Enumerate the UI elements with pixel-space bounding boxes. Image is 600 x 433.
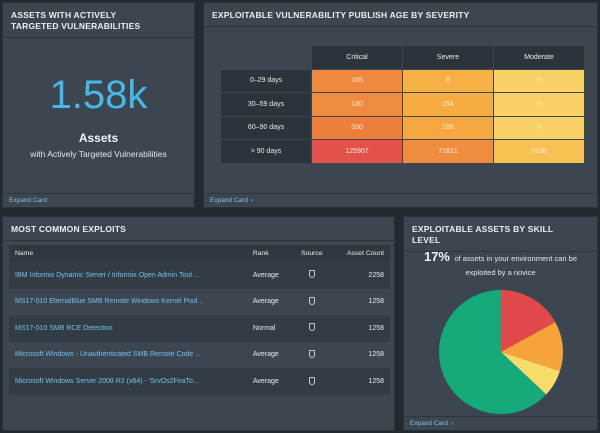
- flask-icon: [308, 349, 315, 358]
- pie-slice-novice[interactable]: [501, 290, 556, 352]
- assets-count: 1.58k: [49, 73, 148, 117]
- exploit-name-link[interactable]: IBM Informix Dynamic Server / Informix O…: [9, 261, 247, 289]
- expand-card-label: Expand Card: [9, 197, 47, 204]
- heatmap-col-severe: Severe: [403, 46, 493, 69]
- exploits-table: Name Rank Source Asset Count IBM Informi…: [9, 245, 390, 395]
- heatmap-cell[interactable]: 154: [403, 93, 493, 116]
- card-title-line1: EXPLOITABLE ASSETS BY SKILL: [412, 224, 554, 234]
- exploit-asset-count: 1258: [331, 367, 390, 395]
- exploit-name-link[interactable]: MS17-010 EternalBlue SMB Remote Windows …: [9, 288, 247, 315]
- novice-percent: 17%: [423, 249, 450, 264]
- card-title-line2: LEVEL: [412, 235, 441, 245]
- flask-icon: [308, 270, 315, 279]
- exploit-asset-count: 1258: [331, 314, 390, 342]
- exploit-rank: Normal: [246, 314, 292, 342]
- heatmap-cell[interactable]: 165: [312, 69, 402, 92]
- col-header-rank[interactable]: Rank: [246, 245, 292, 262]
- heatmap-cell[interactable]: 71821: [403, 140, 493, 163]
- pie-slice-intermediate[interactable]: [501, 322, 563, 372]
- heatmap-row: > 90 days 125907 71821 5136: [221, 140, 584, 163]
- table-row[interactable]: Microsoft Windows Server 2008 R2 (x64) -…: [9, 367, 390, 395]
- heatmap-col-critical: Critical: [312, 46, 402, 69]
- card-title: ASSETS WITH ACTIVELY TARGETED VULNERABIL…: [3, 3, 194, 38]
- heatmap-row: 60–90 days 330 169 0: [221, 116, 584, 139]
- heatmap-row-label: 30–59 days: [221, 93, 311, 116]
- heatmap-cell[interactable]: 125907: [312, 140, 402, 163]
- expand-card-link[interactable]: Expand Card ›: [404, 416, 597, 430]
- table-row[interactable]: Microsoft Windows - Unauthenticated SMB …: [9, 341, 390, 368]
- heatmap-row-label: 0–29 days: [221, 69, 311, 92]
- exploit-source: [291, 288, 332, 315]
- exploit-rank: Average: [246, 261, 292, 289]
- exploit-source: [291, 341, 332, 368]
- heatmap-cell[interactable]: 130: [312, 93, 402, 116]
- exploit-name-link[interactable]: MS17-010 SMB RCE Detection: [9, 314, 247, 342]
- exploit-rank: Average: [246, 367, 292, 395]
- heatmap-row-label: 60–90 days: [221, 116, 311, 139]
- heatmap-cell[interactable]: 169: [403, 116, 493, 139]
- heatmap-cell[interactable]: 5136: [494, 140, 584, 163]
- table-row[interactable]: MS17-010 SMB RCE Detection Normal 1258: [9, 314, 390, 342]
- chevron-right-icon: ›: [450, 420, 454, 427]
- exploit-source: [291, 367, 332, 395]
- common-exploits-card: MOST COMMON EXPLOITS Name Rank Source As…: [2, 216, 395, 431]
- exploit-asset-count: 1258: [331, 288, 390, 315]
- card-title: EXPLOITABLE ASSETS BY SKILL LEVEL: [404, 217, 597, 252]
- expand-card-link[interactable]: Expand Card ›: [204, 193, 597, 207]
- heatmap-cell[interactable]: 0: [494, 69, 584, 92]
- heatmap-cell[interactable]: 0: [494, 93, 584, 116]
- exploit-rank: Average: [246, 288, 292, 315]
- expand-card-link[interactable]: Expand Card: [3, 193, 194, 207]
- heatmap-row: 30–59 days 130 154 0: [221, 93, 584, 116]
- exploit-asset-count: 2258: [331, 261, 390, 289]
- assets-label: Assets: [78, 131, 119, 145]
- expand-card-label: Expand Card: [210, 197, 248, 204]
- card-title-line2: TARGETED VULNERABILITIES: [11, 21, 141, 31]
- publish-age-card: EXPLOITABLE VULNERABILITY PUBLISH AGE BY…: [203, 2, 598, 208]
- heatmap-row-label: > 90 days: [221, 140, 311, 163]
- exploit-name-link[interactable]: Microsoft Windows Server 2008 R2 (x64) -…: [9, 367, 247, 395]
- pie-slice-advanced[interactable]: [501, 352, 560, 395]
- card-title-line1: ASSETS WITH ACTIVELY: [11, 10, 117, 20]
- skill-pie-chart: [439, 290, 563, 414]
- heatmap-row: 0–29 days 165 8 0: [221, 69, 584, 92]
- table-row[interactable]: MS17-010 EternalBlue SMB Remote Windows …: [9, 288, 390, 315]
- col-header-count[interactable]: Asset Count: [331, 245, 390, 262]
- card-title: EXPLOITABLE VULNERABILITY PUBLISH AGE BY…: [204, 3, 597, 27]
- assets-sublabel: with Actively Targeted Vulnerabilities: [30, 149, 167, 159]
- heatmap-col-moderate: Moderate: [494, 46, 584, 69]
- novice-text: of assets in your environment can be exp…: [454, 254, 578, 277]
- card-title: MOST COMMON EXPLOITS: [3, 217, 394, 241]
- col-header-source[interactable]: Source: [291, 245, 332, 262]
- exploit-source: [291, 314, 332, 342]
- skill-level-card: EXPLOITABLE ASSETS BY SKILL LEVEL 17% of…: [403, 216, 598, 431]
- heatmap-cell[interactable]: 0: [494, 116, 584, 139]
- heatmap-cell[interactable]: 8: [403, 69, 493, 92]
- heatmap-corner: [221, 46, 311, 69]
- metasploit-icon: [308, 323, 315, 332]
- exploit-rank: Average: [246, 341, 292, 368]
- assets-targeted-card: ASSETS WITH ACTIVELY TARGETED VULNERABIL…: [2, 2, 195, 208]
- heatmap-cell[interactable]: 330: [312, 116, 402, 139]
- exploit-asset-count: 1258: [331, 341, 390, 368]
- expand-card-label: Expand Card: [410, 420, 448, 427]
- chevron-right-icon: ›: [250, 197, 254, 204]
- exploit-source: [291, 261, 332, 289]
- publish-age-heatmap: Critical Severe Moderate 0–29 days 165 8 0 3…: [220, 45, 585, 164]
- table-row[interactable]: IBM Informix Dynamic Server / Informix O…: [9, 261, 390, 289]
- novice-summary: 17% of assets in your environment can be…: [412, 249, 589, 279]
- pie-slice-expert[interactable]: [439, 290, 547, 414]
- metasploit-icon: [308, 296, 315, 305]
- exploit-name-link[interactable]: Microsoft Windows - Unauthenticated SMB …: [9, 341, 247, 368]
- flask-icon: [308, 376, 315, 385]
- col-header-name[interactable]: Name: [9, 245, 247, 262]
